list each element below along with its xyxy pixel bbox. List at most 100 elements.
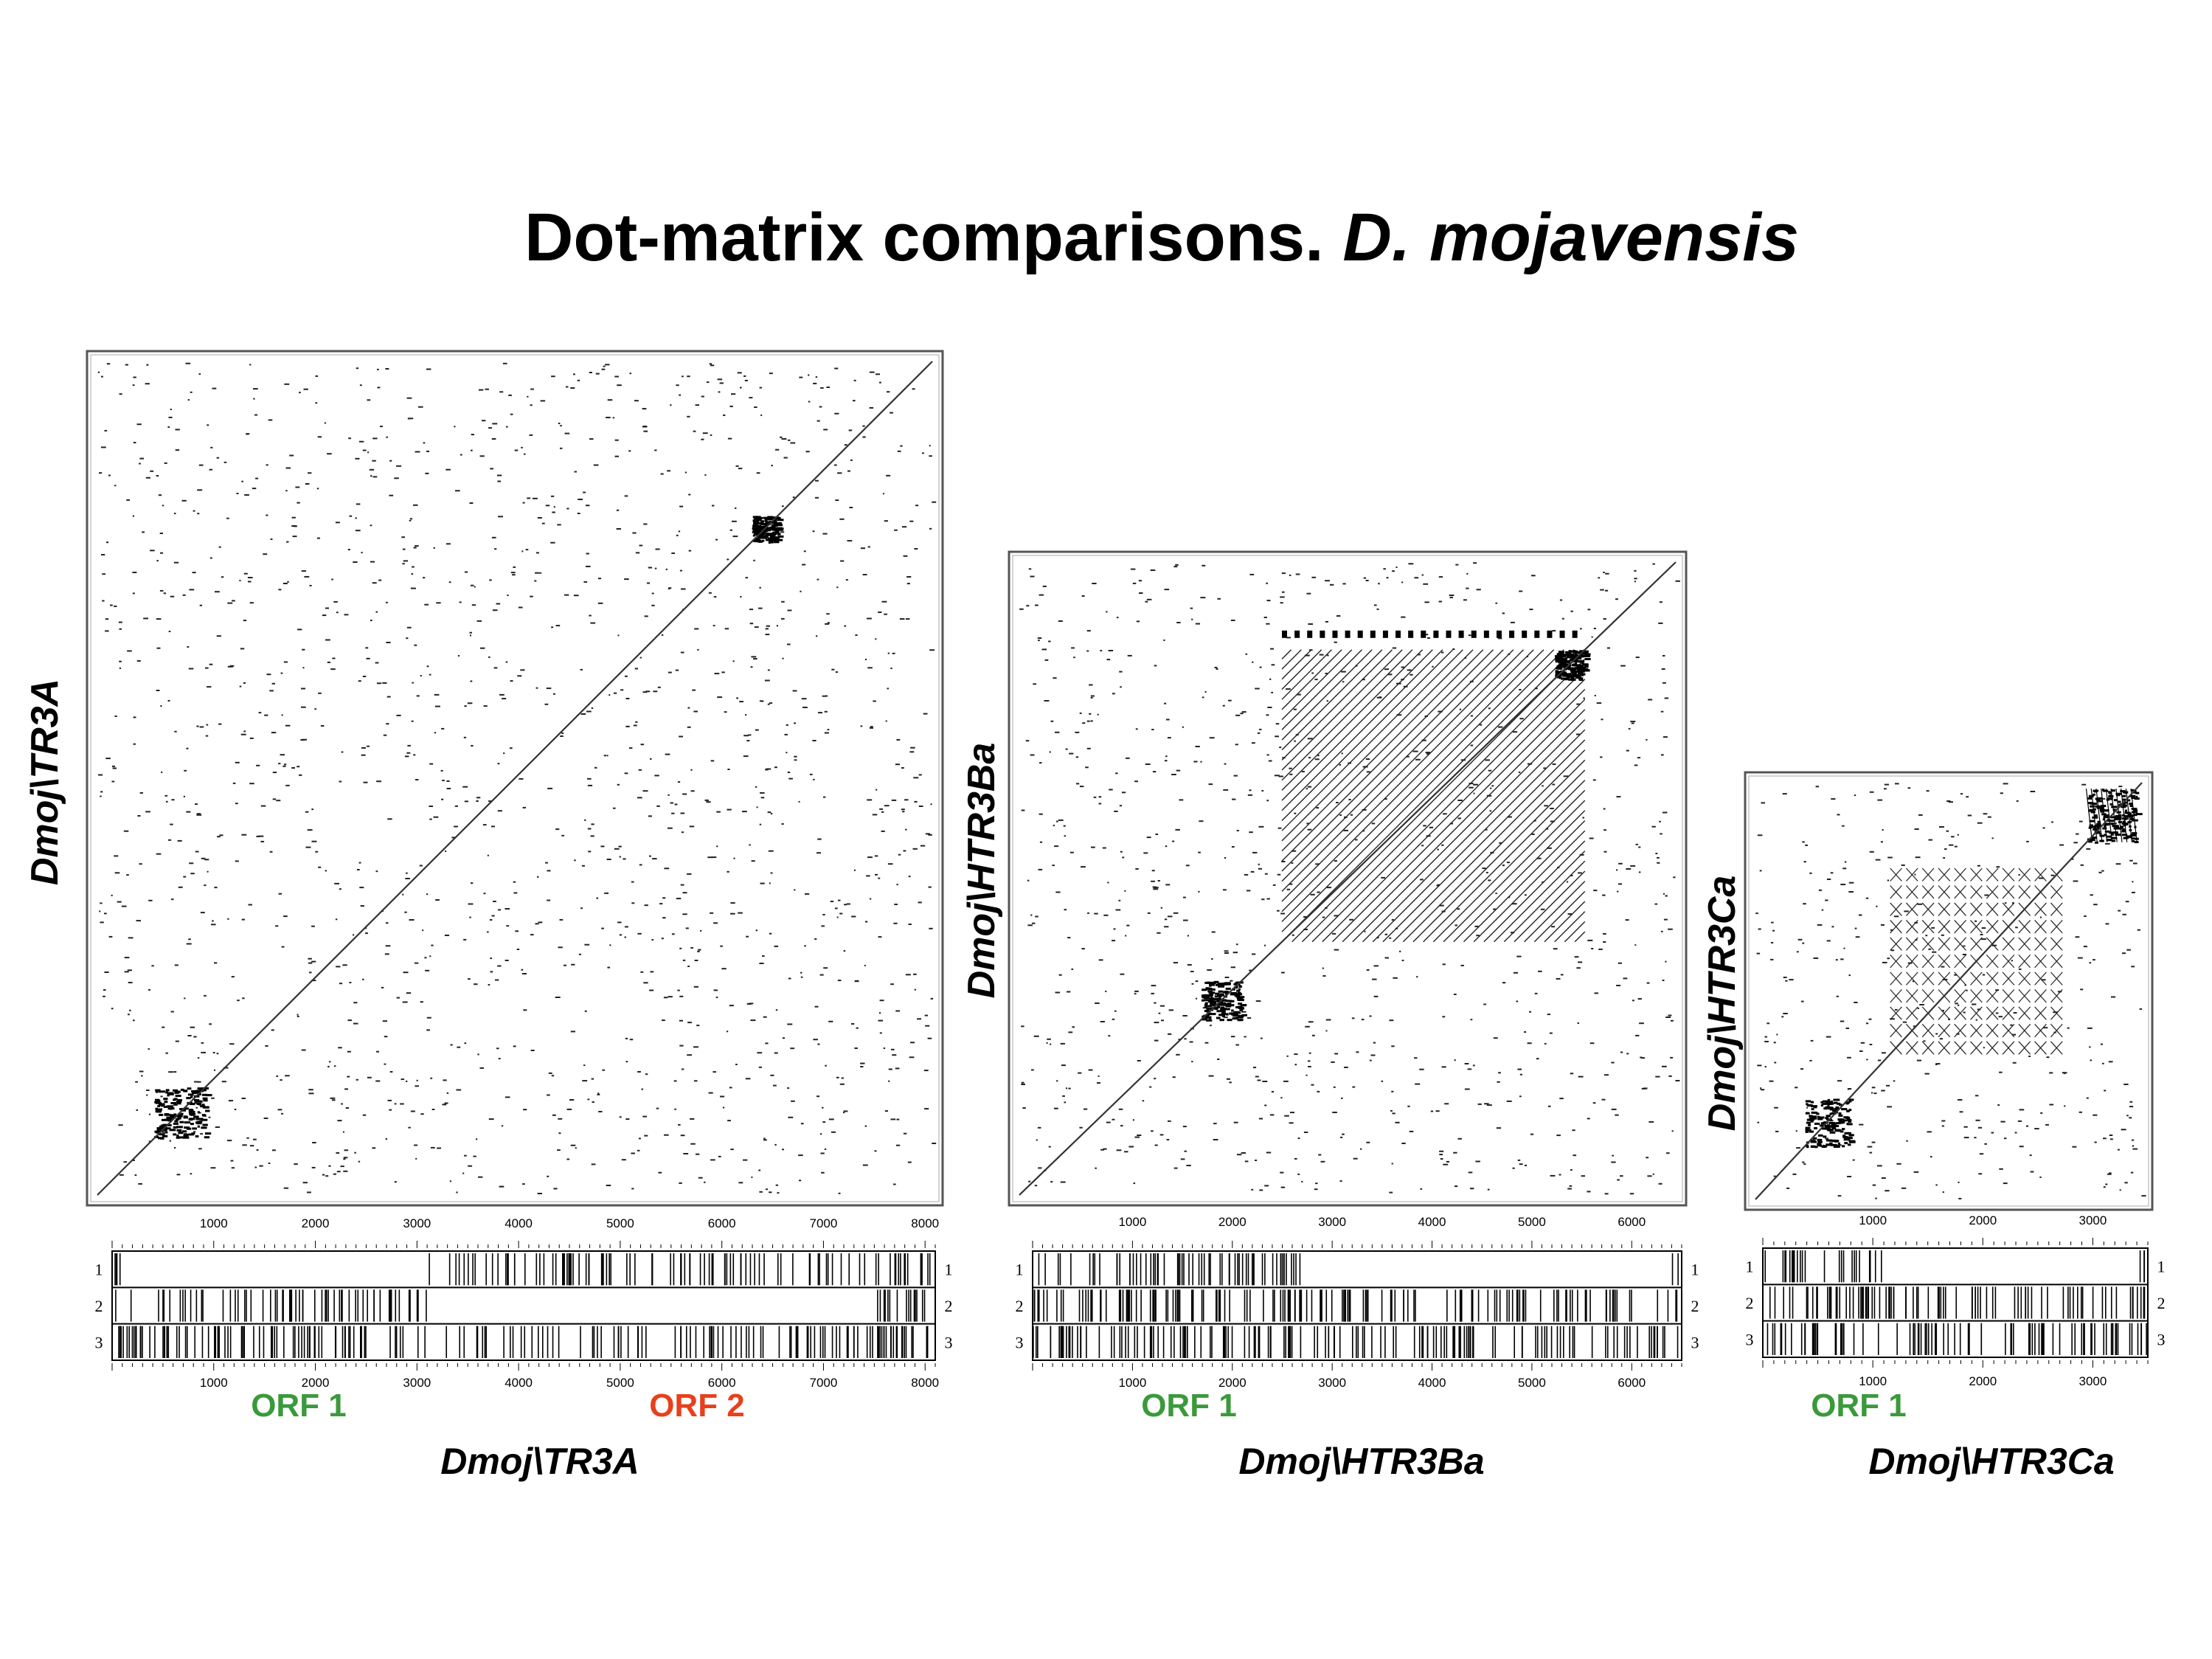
dot	[613, 692, 617, 694]
dot	[1826, 940, 1831, 942]
repeat-dot	[197, 1087, 203, 1090]
dot	[584, 1010, 587, 1012]
dot	[114, 716, 117, 717]
dot	[1559, 1174, 1561, 1176]
repeat-dot	[2088, 840, 2093, 843]
dot	[732, 660, 735, 662]
dot	[1038, 868, 1043, 870]
dot	[746, 740, 750, 742]
dot	[577, 513, 580, 514]
dot	[1578, 1076, 1584, 1078]
repeat-dot	[2091, 803, 2098, 806]
dot	[221, 576, 224, 578]
dot	[760, 414, 763, 416]
dot	[1384, 933, 1388, 935]
dot	[1363, 830, 1365, 832]
repeat-dot	[179, 1108, 184, 1111]
dot	[1605, 589, 1609, 592]
repeat-dot	[1564, 671, 1567, 674]
dot	[799, 1180, 802, 1182]
repeat-stripe	[1453, 810, 1586, 943]
dot	[1137, 1135, 1142, 1136]
dot	[513, 892, 518, 894]
repeat-dot	[1209, 983, 1215, 986]
tick-row-bottom: 1000 2000 3000 4000 5000 6000	[1032, 1363, 1682, 1390]
dot	[1195, 623, 1200, 625]
repeat-stripe	[2018, 1041, 2031, 1055]
dot	[642, 408, 647, 410]
dot	[132, 384, 135, 387]
dot	[1495, 602, 1497, 604]
orf-tracks: 1 12 23 3	[95, 1250, 953, 1361]
repeat-dot	[752, 531, 757, 533]
dot	[787, 643, 791, 645]
repeat-dot	[1570, 676, 1575, 679]
dot	[1576, 967, 1581, 969]
dot	[1264, 1185, 1269, 1187]
repeat-dot	[2133, 790, 2137, 793]
dot	[738, 912, 743, 914]
dot	[1145, 763, 1151, 765]
repeat-dot	[1218, 984, 1225, 987]
repeat-dot	[169, 1129, 176, 1132]
dot	[929, 527, 932, 530]
dot	[1658, 622, 1663, 624]
dot	[1094, 912, 1098, 915]
dot	[2041, 979, 2046, 981]
dot	[1373, 604, 1377, 606]
dot	[1249, 789, 1252, 792]
dot	[1904, 910, 1909, 912]
dot	[1665, 895, 1668, 897]
dot	[1470, 1019, 1473, 1021]
dot	[530, 934, 534, 936]
dot	[450, 1044, 453, 1046]
dot	[890, 983, 894, 986]
dot	[1482, 867, 1486, 870]
repeat-dot	[1345, 630, 1351, 638]
dot	[1334, 860, 1337, 862]
dot	[525, 549, 529, 551]
dot	[2000, 792, 2003, 794]
dot	[759, 823, 762, 825]
dot	[538, 921, 543, 924]
dot	[505, 960, 509, 961]
dot	[133, 442, 136, 443]
dot	[584, 819, 586, 821]
frame-label-right: 1	[1691, 1261, 1699, 1279]
repeat-dot	[192, 1092, 197, 1095]
dot	[1847, 1176, 1852, 1177]
repeat-stripe	[1281, 649, 1424, 791]
dot	[663, 997, 668, 999]
dot	[1365, 580, 1369, 581]
dot	[128, 982, 133, 983]
dot	[1116, 617, 1119, 619]
dot	[1810, 1039, 1814, 1042]
dot	[561, 834, 564, 837]
repeat-stripe	[2018, 955, 2031, 969]
dot	[780, 436, 783, 438]
dot	[1981, 927, 1986, 929]
dot	[278, 893, 282, 895]
repeat-stripe	[1890, 937, 1902, 951]
dot	[2125, 901, 2129, 903]
dot	[1150, 569, 1156, 571]
dot	[1977, 1126, 1983, 1129]
dot	[781, 617, 785, 620]
dot	[1092, 583, 1097, 584]
dot	[1097, 1082, 1101, 1084]
dot	[1534, 992, 1538, 994]
dot	[1616, 985, 1620, 986]
repeat-stripe	[2034, 1006, 2047, 1020]
dot	[331, 578, 333, 581]
dot	[1280, 971, 1285, 974]
dot	[1916, 1059, 1921, 1061]
dot	[523, 1109, 527, 1111]
dot	[386, 723, 389, 725]
dot	[401, 1078, 405, 1081]
dot	[232, 782, 236, 784]
dot	[1570, 1169, 1573, 1171]
dot	[706, 381, 710, 384]
dot	[1924, 1073, 1930, 1075]
dot	[497, 965, 502, 967]
